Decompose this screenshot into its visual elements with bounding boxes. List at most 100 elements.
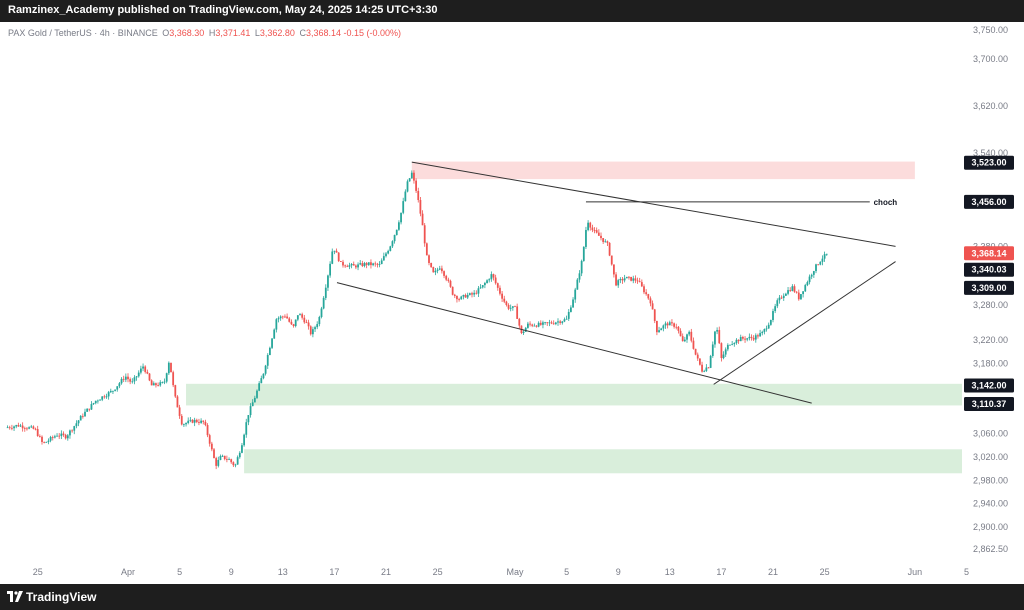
candle-body-307 (666, 323, 669, 326)
candle-body-132 (290, 321, 293, 325)
candle-body-156 (342, 261, 344, 266)
candle-body-270 (587, 222, 589, 231)
tradingview-logo-icon (7, 591, 23, 602)
candle-body-25 (60, 433, 63, 437)
candle-body-244 (531, 324, 534, 326)
candle-body-38 (88, 408, 91, 410)
candles-layer (6, 170, 828, 470)
candle-body-174 (380, 260, 383, 265)
x-tick-7: 25 (433, 567, 443, 577)
candle-body-184 (402, 201, 405, 213)
candle-body-24 (58, 435, 61, 437)
y-tick-0: 3,750.00 (973, 25, 1008, 35)
candle-body-26 (62, 433, 65, 435)
candle-body-374 (810, 274, 813, 277)
candle-body-344 (746, 338, 749, 340)
candle-body-314 (681, 336, 684, 342)
candle-body-290 (630, 276, 632, 281)
candle-body-206 (449, 280, 452, 287)
candle-body-80 (178, 407, 181, 416)
demand-zone-2 (244, 449, 963, 474)
candle-body-350 (759, 333, 761, 337)
candle-body-36 (84, 411, 86, 417)
open-value: 3,368.30 (169, 28, 205, 38)
candle-body-301 (653, 309, 656, 321)
candle-body-195 (425, 243, 428, 256)
candle-body-298 (647, 294, 650, 299)
candle-body-34 (79, 415, 82, 421)
candle-body-197 (430, 262, 433, 268)
candle-body-272 (591, 227, 594, 231)
candle-body-232 (505, 301, 508, 305)
chart-frame[interactable]: choch 25 Apr 5 9 13 17 21 25 May 5 9 13 17 21 25 Jun 5 3… (0, 22, 1024, 584)
candle-body-380 (823, 254, 826, 259)
candle-body-65 (146, 371, 149, 374)
candle-body-121 (266, 355, 269, 366)
candle-body-21 (51, 437, 54, 438)
candle-body-242 (527, 323, 529, 328)
candle-body-297 (645, 292, 648, 295)
x-tick-8: May (506, 567, 524, 577)
candle-body-67 (150, 380, 153, 386)
candle-body-41 (94, 400, 97, 404)
candle-body-276 (600, 235, 602, 239)
candle-body-162 (355, 265, 357, 268)
candle-body-343 (744, 338, 746, 340)
candle-body-1 (8, 427, 11, 429)
candle-body-84 (187, 420, 190, 424)
candle-body-230 (501, 293, 503, 299)
candle-body-187 (408, 178, 411, 182)
candle-body-150 (329, 263, 331, 276)
candle-body-0 (6, 427, 9, 429)
candle-body-265 (576, 279, 579, 290)
candle-body-179 (391, 241, 394, 247)
candle-body-172 (376, 263, 379, 265)
y-tick-3: 3,540.00 (973, 148, 1008, 158)
x-tick-4: 13 (278, 567, 288, 577)
zones-layer (186, 161, 963, 474)
candle-body-138 (303, 317, 306, 323)
candle-body-277 (602, 238, 605, 242)
candle-body-278 (604, 241, 607, 243)
price-chart[interactable]: choch 25 Apr 5 9 13 17 21 25 May 5 9 13 17 21 25 Jun 5 3… (0, 22, 1024, 584)
candle-body-310 (673, 323, 675, 327)
y-tick-1: 3,700.00 (973, 54, 1008, 64)
candle-body-185 (404, 191, 407, 202)
candle-body-305 (662, 325, 665, 329)
candle-body-205 (447, 279, 450, 281)
candle-body-234 (509, 307, 512, 309)
candle-body-321 (696, 354, 699, 359)
candle-body-214 (466, 294, 469, 298)
high-value: 3,371.41 (215, 28, 251, 38)
candle-body-240 (522, 331, 525, 334)
trendline-1 (336, 282, 812, 404)
candle-body-201 (438, 268, 441, 270)
candle-body-87 (193, 419, 196, 423)
candle-body-337 (731, 344, 734, 345)
candle-body-81 (180, 415, 183, 425)
candle-body-356 (772, 311, 774, 321)
candle-body-331 (718, 330, 721, 344)
candle-body-28 (66, 435, 69, 439)
y-tick-5: 3,280.00 (973, 300, 1008, 310)
candle-body-299 (649, 298, 652, 304)
candle-body-153 (335, 250, 338, 253)
candle-body-133 (292, 324, 295, 327)
candle-body-345 (748, 336, 751, 339)
candle-body-86 (191, 419, 194, 423)
candle-body-311 (675, 326, 678, 328)
candle-body-359 (778, 297, 781, 301)
candle-body-191 (417, 190, 420, 201)
candle-body-57 (129, 379, 132, 382)
candle-body-23 (56, 435, 58, 437)
candle-body-62 (140, 368, 142, 373)
candle-body-255 (554, 322, 557, 325)
x-tick-0: 25 (33, 567, 43, 577)
candle-body-342 (742, 337, 744, 339)
candle-body-110 (243, 434, 245, 446)
candle-body-285 (619, 279, 622, 281)
candle-body-286 (621, 279, 624, 281)
candle-body-160 (350, 264, 353, 266)
candle-body-361 (782, 295, 785, 299)
candle-body-280 (608, 242, 611, 256)
